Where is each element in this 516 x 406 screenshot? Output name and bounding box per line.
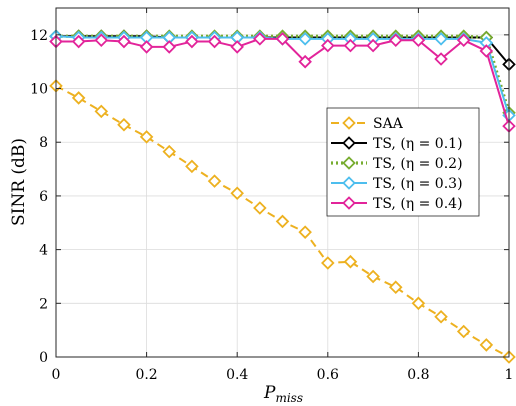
- legend-marker: [342, 196, 356, 210]
- data-point: [479, 44, 494, 58]
- data-point: [275, 214, 290, 229]
- x-tick-label: 1: [505, 367, 514, 383]
- data-point: [434, 52, 448, 66]
- y-tick-label: 8: [39, 135, 48, 151]
- y-tick-label: 12: [30, 28, 48, 44]
- legend-marker: [342, 136, 356, 150]
- x-tick-label: 0.8: [407, 367, 429, 383]
- data-point: [230, 40, 244, 54]
- data-point: [207, 174, 222, 188]
- data-point: [456, 33, 471, 47]
- data-point: [185, 34, 199, 49]
- data-point: [388, 33, 403, 47]
- x-axis-label-sub: miss: [275, 391, 303, 405]
- data-point: [411, 33, 426, 47]
- data-point: [94, 104, 109, 119]
- data-point: [321, 256, 335, 270]
- data-point: [298, 54, 312, 69]
- data-point: [139, 130, 154, 144]
- y-tick-label: 6: [39, 189, 48, 205]
- x-tick-label: 0.6: [317, 367, 339, 383]
- data-point: [162, 40, 177, 54]
- data-point: [230, 186, 244, 201]
- legend-label: TS, (η = 0.1): [373, 136, 463, 152]
- y-tick-label: 0: [39, 350, 48, 366]
- legend-marker: [342, 116, 356, 130]
- data-point: [253, 201, 267, 215]
- data-point: [207, 34, 222, 49]
- legend-label: SAA: [373, 116, 404, 132]
- data-point: [253, 32, 267, 46]
- data-point: [162, 144, 177, 159]
- x-axis-label-main: P: [263, 383, 276, 403]
- legend-marker: [342, 176, 356, 190]
- x-axis-label: Pmiss: [263, 383, 303, 405]
- data-point: [321, 38, 335, 53]
- data-point: [479, 338, 494, 352]
- series-4: [49, 32, 516, 133]
- legend: SAA TS, (η = 0.1) TS, (η = 0.2) TS, (η = 0.…: [326, 107, 480, 217]
- x-tick-labels: 0 0.2 0.4 0.6 0.8 1: [52, 367, 514, 383]
- data-point: [71, 91, 86, 105]
- x-tick-label: 0.2: [135, 367, 157, 383]
- data-point: [185, 159, 199, 174]
- data-point: [94, 33, 109, 47]
- data-point: [388, 280, 403, 294]
- data-point: [117, 118, 131, 132]
- data-point: [139, 40, 154, 54]
- data-point: [117, 34, 131, 49]
- data-point: [343, 254, 358, 269]
- data-point: [434, 32, 448, 46]
- data-point: [411, 296, 426, 311]
- y-tick-labels: 0 2 4 6 8 10 12: [30, 28, 48, 366]
- legend-label: TS, (η = 0.2): [373, 156, 463, 172]
- ticks: [55, 8, 510, 358]
- x-tick-label: 0: [52, 367, 61, 383]
- legend-label: TS, (η = 0.4): [373, 196, 463, 212]
- data-point: [456, 324, 471, 339]
- data-point: [275, 32, 290, 46]
- data-point: [298, 32, 312, 46]
- data-point: [298, 225, 312, 239]
- y-tick-label: 2: [39, 296, 48, 312]
- data-point: [343, 38, 358, 53]
- data-point: [71, 34, 86, 49]
- y-axis-label: SINR (dB): [9, 138, 29, 226]
- x-tick-label: 0.4: [226, 367, 248, 383]
- y-tick-label: 4: [39, 243, 48, 259]
- legend-marker: [342, 156, 356, 170]
- data-point: [434, 309, 448, 324]
- legend-label: TS, (η = 0.3): [373, 176, 463, 192]
- y-tick-label: 10: [30, 82, 48, 98]
- data-point: [366, 269, 380, 284]
- data-point: [366, 38, 380, 53]
- plot-border: [55, 7, 510, 358]
